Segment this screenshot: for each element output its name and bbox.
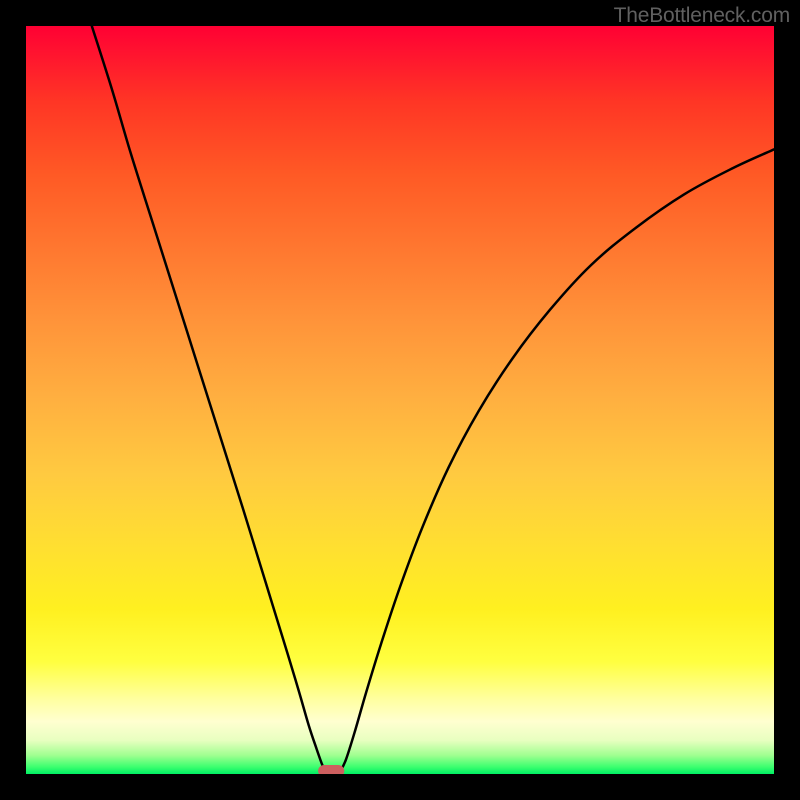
chart-background [26,26,774,774]
watermark-text: TheBottleneck.com [614,4,790,28]
bottleneck-chart [0,0,800,800]
